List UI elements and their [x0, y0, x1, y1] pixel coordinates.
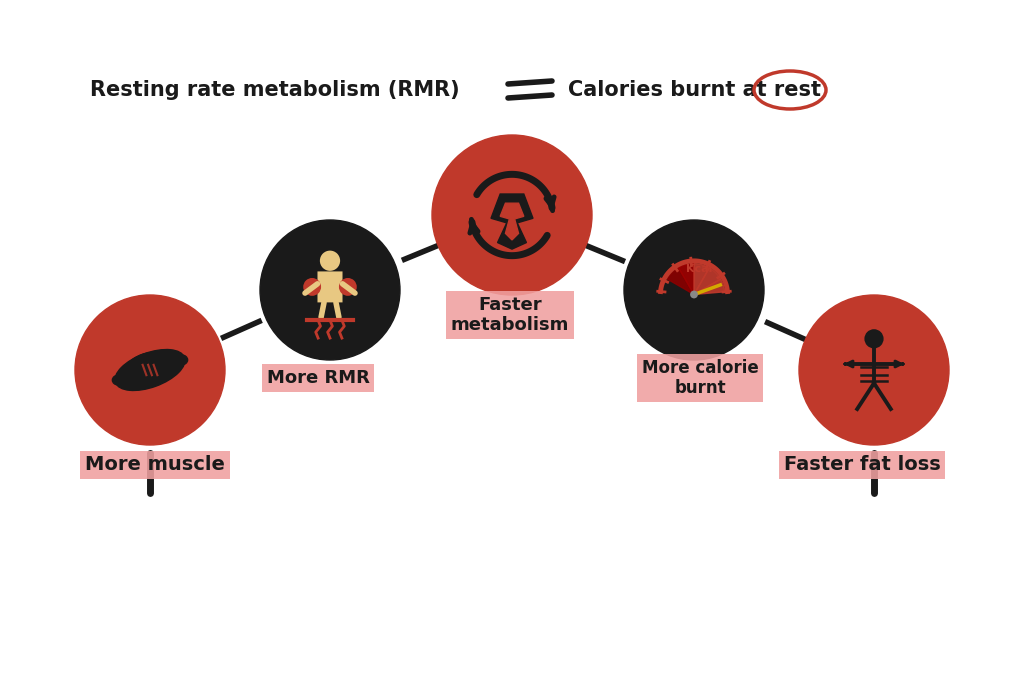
Polygon shape: [500, 203, 524, 240]
Text: Faster
metabolism: Faster metabolism: [451, 296, 569, 335]
Circle shape: [864, 329, 884, 348]
Circle shape: [432, 135, 592, 295]
Polygon shape: [679, 264, 694, 294]
Circle shape: [319, 251, 340, 271]
Ellipse shape: [126, 352, 165, 378]
Circle shape: [339, 278, 356, 296]
Ellipse shape: [115, 350, 185, 391]
Circle shape: [624, 220, 764, 360]
Text: More RMR: More RMR: [266, 369, 370, 387]
Polygon shape: [492, 194, 532, 249]
FancyBboxPatch shape: [317, 271, 342, 303]
Text: Resting rate metabolism (RMR): Resting rate metabolism (RMR): [90, 80, 460, 100]
Text: Faster fat loss: Faster fat loss: [783, 456, 940, 475]
Text: More calorie
burnt: More calorie burnt: [642, 359, 759, 398]
Polygon shape: [694, 279, 725, 294]
Circle shape: [75, 295, 225, 445]
Ellipse shape: [175, 355, 187, 365]
Polygon shape: [668, 268, 694, 294]
Circle shape: [799, 295, 949, 445]
Circle shape: [260, 220, 400, 360]
Polygon shape: [694, 268, 721, 294]
Polygon shape: [694, 264, 710, 294]
Text: More muscle: More muscle: [85, 456, 225, 475]
Text: Kcal: Kcal: [686, 264, 713, 274]
Text: Calories burnt at rest: Calories burnt at rest: [568, 80, 821, 100]
Circle shape: [303, 278, 322, 296]
Ellipse shape: [113, 375, 125, 385]
Circle shape: [690, 290, 698, 298]
